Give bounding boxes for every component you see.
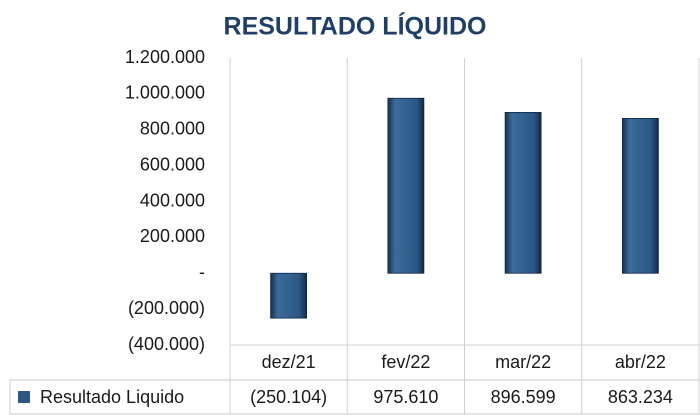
x-tick-label: mar/22 [495,352,551,372]
y-tick-label: 800.000 [140,119,205,139]
bar [621,118,659,274]
x-tick-label: fev/22 [381,352,430,372]
bar [270,272,308,319]
table-value: 863.234 [608,387,673,407]
y-tick-label: 1.000.000 [125,83,205,103]
chart-title: RESULTADO LÍQUIDO [224,12,487,41]
bar [504,112,542,274]
y-tick-label: - [199,262,205,282]
x-tick-label: dez/21 [262,352,316,372]
x-tick-label: abr/22 [615,352,666,372]
y-tick-label: 400.000 [140,190,205,210]
table-value: (250.104) [250,387,327,407]
y-tick-label: 1.200.000 [125,47,205,67]
legend-marker [18,391,30,403]
table-value: 975.610 [373,387,438,407]
y-tick-label: 200.000 [140,226,205,246]
y-tick-label: (200.000) [128,298,205,318]
bar [387,97,425,274]
table-value: 896.599 [491,387,556,407]
y-tick-label: 600.000 [140,154,205,174]
legend-label: Resultado Liquido [40,387,184,407]
y-tick-label: (400.000) [128,334,205,354]
